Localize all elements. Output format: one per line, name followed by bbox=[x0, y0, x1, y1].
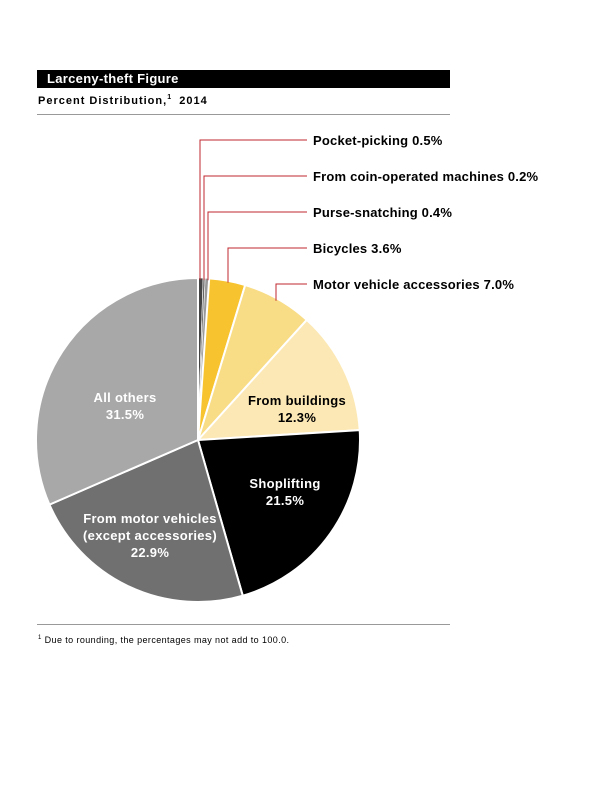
callout-label-motor-vehicle-accessories: Motor vehicle accessories 7.0% bbox=[313, 277, 514, 292]
callout-label-bicycles: Bicycles 3.6% bbox=[313, 241, 402, 256]
leader-line-bicycles bbox=[227, 247, 307, 283]
pie-slices bbox=[35, 277, 362, 603]
pie-slice-shoplifting bbox=[197, 429, 362, 597]
callout-label-pocket-picking: Pocket-picking 0.5% bbox=[313, 133, 443, 148]
subtitle-year: 2014 bbox=[179, 95, 208, 107]
leader-line-motor-vehicle-accessories bbox=[275, 283, 307, 301]
leader-line-purse-snatching bbox=[207, 211, 307, 281]
slice-label-all-others: All others 31.5% bbox=[94, 390, 157, 422]
top-divider bbox=[37, 114, 450, 115]
bottom-divider bbox=[37, 624, 450, 625]
footnote: 1 Due to rounding, the percentages may n… bbox=[38, 635, 289, 645]
leader-line-pocket-picking bbox=[199, 139, 307, 281]
callout-label-from-coin-operated-machines: From coin-operated machines 0.2% bbox=[313, 169, 539, 184]
slice-labels: Pocket-picking 0.5% From coin-operated ma… bbox=[83, 133, 538, 560]
subtitle-text: Percent Distribution, bbox=[38, 95, 168, 107]
slice-label-from-buildings: From buildings 12.3% bbox=[248, 393, 346, 425]
subtitle-footnote-mark: 1 bbox=[167, 94, 172, 101]
chart-title: Larceny-theft Figure bbox=[37, 70, 450, 88]
footnote-mark: 1 bbox=[38, 635, 42, 641]
slice-label-from-motor-vehicles-except-accessories: From motor vehicles (except accessories) 2… bbox=[83, 511, 217, 560]
callout-label-purse-snatching: Purse-snatching 0.4% bbox=[313, 205, 452, 220]
slice-label-shoplifting: Shoplifting 21.5% bbox=[249, 476, 320, 508]
leader-line-from-coin-operated-machines bbox=[203, 175, 307, 281]
footnote-text: Due to rounding, the percentages may not… bbox=[44, 635, 290, 645]
pie-slice-from-buildings bbox=[197, 318, 361, 441]
pie-slice-from-motor-vehicles-except-accessories bbox=[48, 439, 244, 603]
pie-slice-all-others bbox=[35, 277, 199, 506]
chart-subtitle: Percent Distribution,1 2014 bbox=[38, 94, 208, 107]
callout-leaders bbox=[199, 139, 307, 301]
